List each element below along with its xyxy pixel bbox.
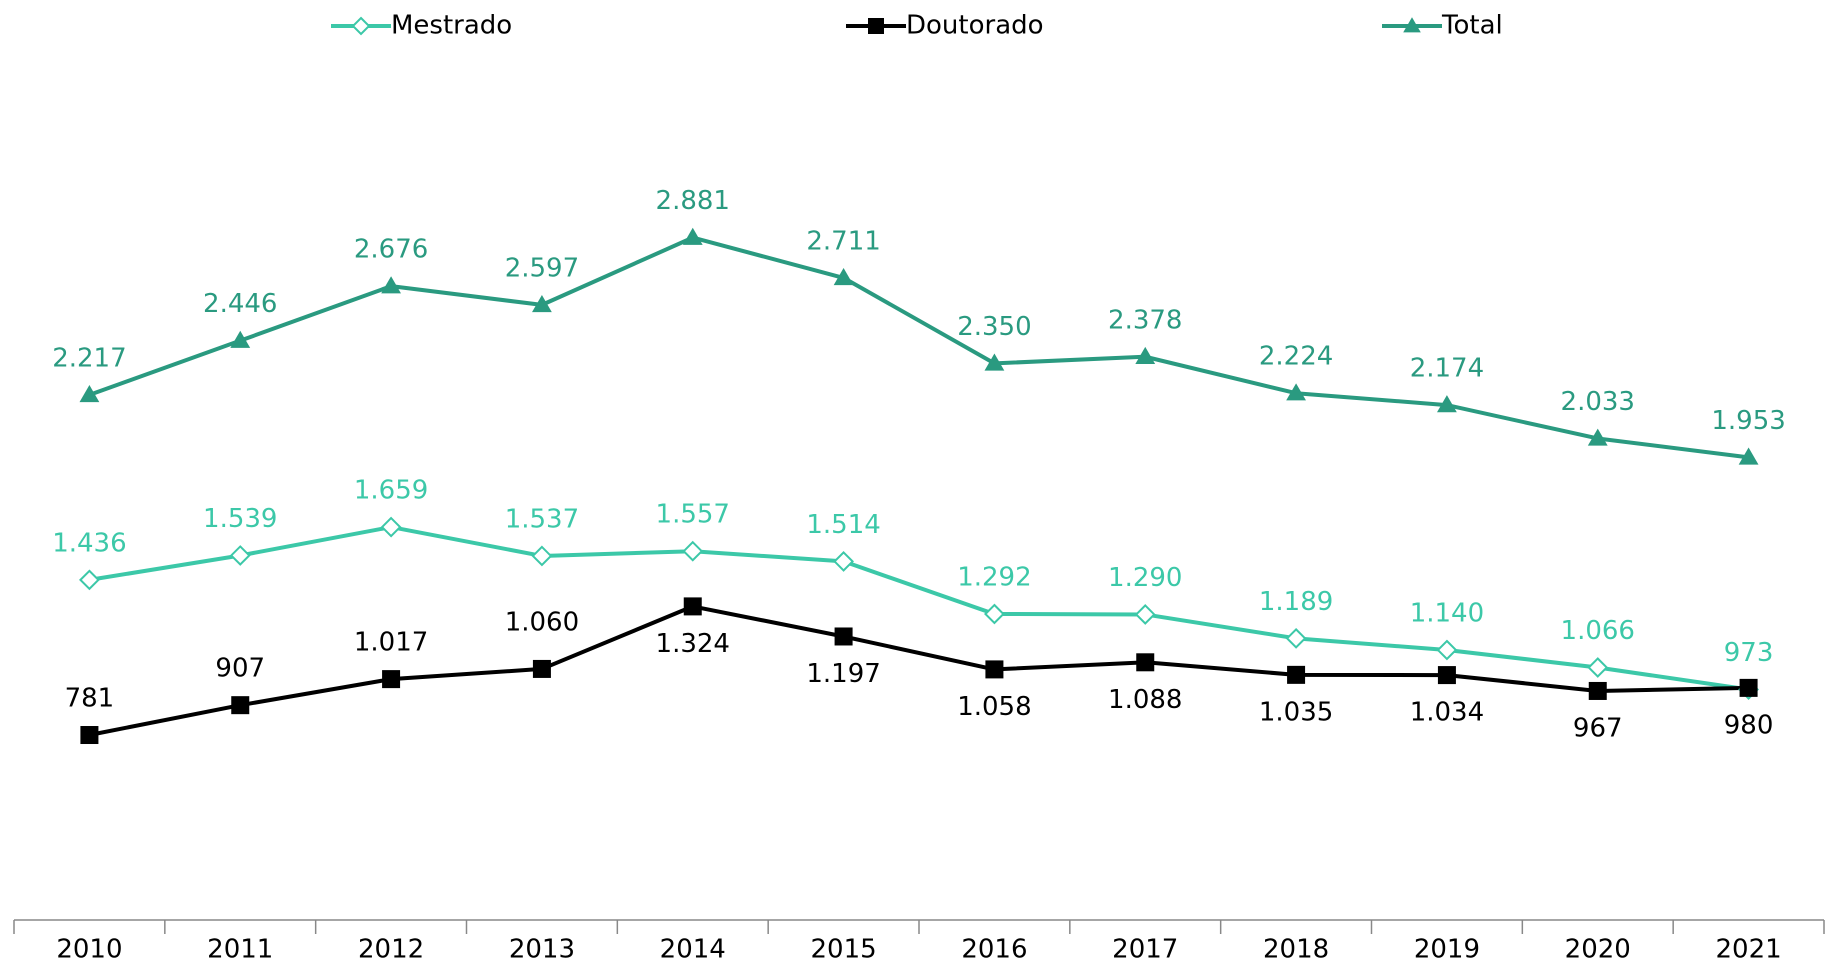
marker [381,276,401,294]
marker [1437,666,1456,685]
marker [833,550,854,572]
x-tick-label: 2018 [1263,935,1329,964]
marker [351,16,371,36]
data-label: 1.324 [656,629,730,659]
marker [79,569,100,591]
marker [79,384,100,403]
x-tick-label: 2020 [1565,935,1631,964]
data-label: 1.953 [1711,406,1785,436]
data-label: 1.514 [806,510,880,540]
marker [382,670,401,689]
data-label: 980 [1724,710,1774,740]
data-label: 1.292 [957,562,1031,592]
data-label: 973 [1724,638,1774,668]
marker [868,18,884,34]
legend-label: Doutorado [906,11,1044,41]
data-label: 1.034 [1410,698,1484,728]
data-label: 1.659 [354,476,428,506]
x-tick-label: 2015 [810,935,876,964]
marker [1287,665,1306,684]
x-tick-label: 2012 [358,935,424,964]
data-label: 2.597 [505,253,579,283]
series-line [89,525,1749,692]
legend-label: Mestrado [391,11,512,41]
data-label: 1.140 [1410,598,1484,628]
x-tick-label: 2013 [509,935,575,964]
marker [1588,681,1607,700]
x-tick-label: 2019 [1414,935,1480,964]
data-label: 2.881 [656,186,730,216]
x-tick-label: 2010 [56,935,122,964]
data-label: 2.350 [957,312,1031,342]
marker [229,545,251,566]
data-label: 2.446 [203,289,277,319]
data-label: 1.035 [1259,697,1333,727]
x-tick-label: 2016 [961,935,1027,964]
marker [1286,383,1306,401]
series-line [88,235,1749,460]
data-label: 2.217 [52,343,126,373]
data-label: 1.197 [806,659,880,689]
marker [683,597,702,616]
marker [985,660,1004,679]
data-label: 2.174 [1410,354,1484,384]
series-line [89,604,1749,737]
data-label: 1.539 [203,504,277,534]
x-tick-label: 2011 [207,935,273,964]
x-tick-label: 2017 [1112,935,1178,964]
data-label: 781 [65,684,115,714]
data-label: 2.224 [1259,342,1333,372]
data-label: 1.066 [1561,616,1635,646]
marker [80,726,99,745]
data-label: 1.088 [1108,685,1182,715]
marker [984,603,1005,625]
marker [1587,657,1609,678]
marker [833,267,854,286]
marker [682,540,704,562]
data-label: 1.290 [1108,563,1182,593]
marker [1403,17,1421,33]
marker [531,545,553,567]
data-label: 907 [215,654,265,684]
marker [1437,395,1457,413]
marker [1587,428,1608,446]
marker [532,294,552,313]
marker [1285,627,1307,649]
data-label: 1.537 [505,504,579,534]
marker [230,330,251,348]
data-label: 2.378 [1108,305,1182,335]
data-label: 2.676 [354,235,428,265]
marker [984,353,1005,371]
marker [1436,639,1458,661]
data-label: 1.189 [1259,587,1333,617]
marker [231,696,250,715]
marker [1134,604,1156,625]
data-label: 967 [1573,713,1623,743]
data-label: 2.033 [1561,387,1635,417]
marker [1135,346,1156,364]
x-tick-label: 2021 [1715,935,1781,964]
data-label: 1.557 [656,500,730,530]
marker [834,627,853,646]
marker [1738,447,1759,465]
marker [682,227,703,245]
marker [532,659,551,678]
x-tick-label: 2014 [660,935,726,964]
data-label: 1.058 [957,692,1031,722]
marker [380,516,402,538]
marker [1136,653,1155,672]
data-label: 2.711 [806,226,880,256]
data-label: 1.017 [354,628,428,658]
marker [1739,678,1758,697]
data-label: 1.436 [52,528,126,558]
data-label: 1.060 [505,607,579,637]
legend-label: Total [1441,11,1503,41]
